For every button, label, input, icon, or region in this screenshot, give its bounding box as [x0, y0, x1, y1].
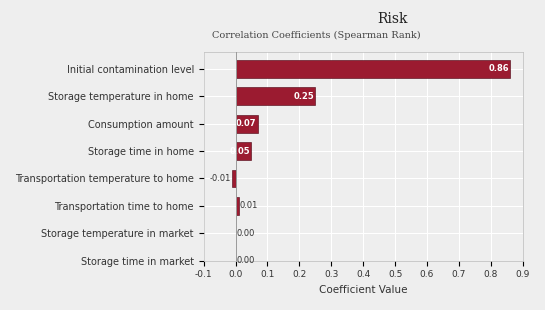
Text: 0.07: 0.07 [236, 119, 257, 128]
Text: -0.01: -0.01 [210, 174, 232, 183]
Bar [235, 60, 510, 78]
Bar [235, 87, 316, 105]
Bar [232, 170, 235, 188]
Text: 0.00: 0.00 [237, 229, 255, 238]
Bar [235, 115, 258, 133]
Text: 0.05: 0.05 [229, 147, 250, 156]
Text: 0.01: 0.01 [240, 202, 258, 210]
Bar [235, 197, 239, 215]
Text: 0.86: 0.86 [488, 64, 509, 73]
X-axis label: Coefficient Value: Coefficient Value [319, 285, 408, 295]
Text: 0.25: 0.25 [293, 92, 314, 101]
Bar [235, 142, 251, 160]
Text: Correlation Coefficients (Spearman Rank): Correlation Coefficients (Spearman Rank) [212, 31, 420, 40]
Text: 0.00: 0.00 [237, 256, 255, 265]
Text: Risk: Risk [377, 12, 408, 26]
